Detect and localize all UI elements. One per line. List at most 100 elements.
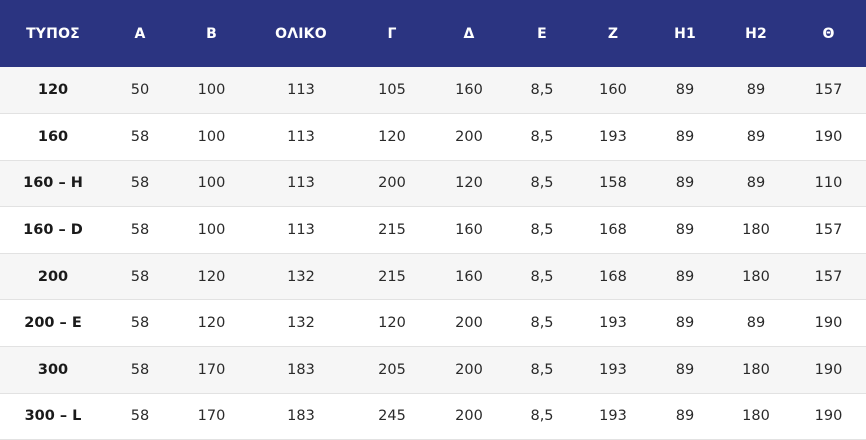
value-cell: 105 [378, 82, 406, 99]
table-row: 160 – D 58 100 113 215 160 8,5 168 89 180 157 [0, 206, 866, 254]
header-e: Ε [537, 25, 547, 42]
value-cell: 160 [455, 82, 483, 99]
value-cell: 157 [814, 222, 843, 239]
value-cell: 89 [675, 128, 695, 145]
value-cell: 190 [814, 408, 843, 425]
value-cell: 8,5 [530, 408, 554, 425]
value-cell: 193 [599, 408, 627, 425]
value-cell: 58 [130, 222, 150, 239]
type-cell: 200 [37, 268, 69, 285]
value-cell: 245 [378, 408, 406, 425]
value-cell: 8,5 [530, 315, 554, 332]
value-cell: 205 [378, 361, 406, 378]
value-cell: 200 [455, 315, 483, 332]
header-h1: Η1 [674, 25, 696, 42]
value-cell: 193 [599, 361, 627, 378]
type-cell: 160 – D [23, 222, 83, 239]
table-row: 200 – E 58 120 132 120 200 8,5 193 89 89 190 [0, 299, 866, 347]
value-cell: 160 [599, 82, 627, 99]
value-cell: 113 [287, 175, 315, 192]
header-type: ΤΥΠΟΣ [26, 25, 80, 42]
value-cell: 120 [197, 268, 226, 285]
value-cell: 89 [675, 175, 695, 192]
table-row: 200 58 120 132 215 160 8,5 168 89 180 157 [0, 253, 866, 300]
value-cell: 8,5 [530, 128, 554, 145]
value-cell: 58 [130, 361, 150, 378]
value-cell: 89 [675, 408, 695, 425]
value-cell: 158 [599, 175, 627, 192]
value-cell: 132 [287, 268, 315, 285]
value-cell: 190 [814, 361, 843, 378]
value-cell: 8,5 [530, 82, 554, 99]
value-cell: 180 [742, 361, 770, 378]
value-cell: 58 [130, 408, 150, 425]
type-cell: 300 – L [24, 408, 82, 425]
header-z: Ζ [607, 25, 619, 42]
table-row: 300 58 170 183 205 200 8,5 193 89 180 190 [0, 346, 866, 394]
value-cell: 110 [814, 175, 843, 192]
value-cell: 58 [130, 175, 150, 192]
value-cell: 89 [746, 175, 766, 192]
value-cell: 58 [130, 315, 150, 332]
type-cell: 200 – E [24, 315, 82, 332]
header-d: Δ [463, 25, 475, 42]
value-cell: 8,5 [530, 175, 554, 192]
value-cell: 89 [675, 222, 695, 239]
value-cell: 89 [675, 82, 695, 99]
value-cell: 8,5 [530, 268, 554, 285]
value-cell: 113 [287, 82, 315, 99]
header-row: ΤΥΠΟΣ Α Β ΟΛΙΚΟ Γ Δ Ε Ζ Η1 Η2 Θ [0, 0, 866, 67]
value-cell: 168 [599, 268, 627, 285]
value-cell: 89 [675, 268, 695, 285]
value-cell: 120 [455, 175, 483, 192]
type-cell: 160 – H [23, 175, 83, 192]
value-cell: 190 [814, 128, 843, 145]
type-cell: 160 [37, 128, 69, 145]
header-b: Β [206, 25, 217, 42]
type-cell: 300 [37, 361, 69, 378]
value-cell: 170 [197, 408, 226, 425]
value-cell: 168 [599, 222, 627, 239]
value-cell: 89 [675, 361, 695, 378]
value-cell: 120 [378, 315, 406, 332]
header-total: ΟΛΙΚΟ [275, 25, 327, 42]
type-cell: 120 [37, 82, 69, 99]
value-cell: 193 [599, 128, 627, 145]
table-row: 300 – L 58 170 183 245 200 8,5 193 89 180 190 [0, 393, 866, 440]
value-cell: 180 [742, 222, 770, 239]
value-cell: 183 [287, 361, 315, 378]
value-cell: 157 [814, 82, 843, 99]
value-cell: 120 [197, 315, 226, 332]
value-cell: 200 [378, 175, 406, 192]
value-cell: 89 [746, 315, 766, 332]
value-cell: 8,5 [530, 222, 554, 239]
value-cell: 193 [599, 315, 627, 332]
value-cell: 160 [455, 268, 483, 285]
value-cell: 100 [197, 82, 226, 99]
table-body: 120 50 100 113 105 160 8,5 160 89 89 157 160 58 100 11… [0, 67, 866, 440]
value-cell: 180 [742, 268, 770, 285]
header-a: Α [134, 25, 146, 42]
value-cell: 200 [455, 408, 483, 425]
value-cell: 89 [746, 128, 766, 145]
table-row: 120 50 100 113 105 160 8,5 160 89 89 157 [0, 67, 866, 114]
value-cell: 132 [287, 315, 315, 332]
value-cell: 200 [455, 128, 483, 145]
value-cell: 180 [742, 408, 770, 425]
table-row: 160 – H 58 100 113 200 120 8,5 158 89 89 110 [0, 160, 866, 207]
header-th: Θ [822, 25, 835, 42]
value-cell: 120 [378, 128, 406, 145]
header-g: Γ [387, 25, 397, 42]
value-cell: 8,5 [530, 361, 554, 378]
value-cell: 58 [130, 128, 150, 145]
value-cell: 170 [197, 361, 226, 378]
value-cell: 58 [130, 268, 150, 285]
value-cell: 89 [675, 315, 695, 332]
value-cell: 89 [746, 82, 766, 99]
value-cell: 100 [197, 222, 226, 239]
value-cell: 113 [287, 222, 315, 239]
value-cell: 183 [287, 408, 315, 425]
value-cell: 190 [814, 315, 843, 332]
value-cell: 50 [130, 82, 150, 99]
